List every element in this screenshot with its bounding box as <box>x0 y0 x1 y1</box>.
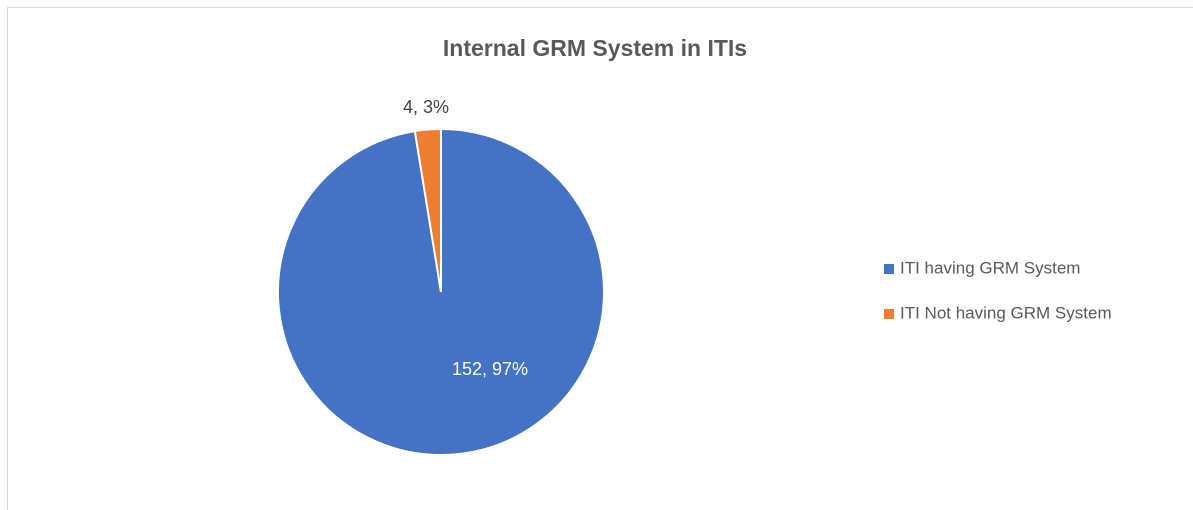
chart-border <box>7 7 1193 510</box>
legend-marker <box>884 309 894 319</box>
data-label: 152, 97% <box>452 359 528 379</box>
chart-title: Internal GRM System in ITIs <box>443 35 747 61</box>
legend-marker <box>884 264 894 274</box>
legend-label: ITI having GRM System <box>900 258 1080 277</box>
pie-slice <box>413 127 442 293</box>
legend-label: ITI Not having GRM System <box>900 303 1112 322</box>
data-label: 4, 3% <box>403 97 449 117</box>
